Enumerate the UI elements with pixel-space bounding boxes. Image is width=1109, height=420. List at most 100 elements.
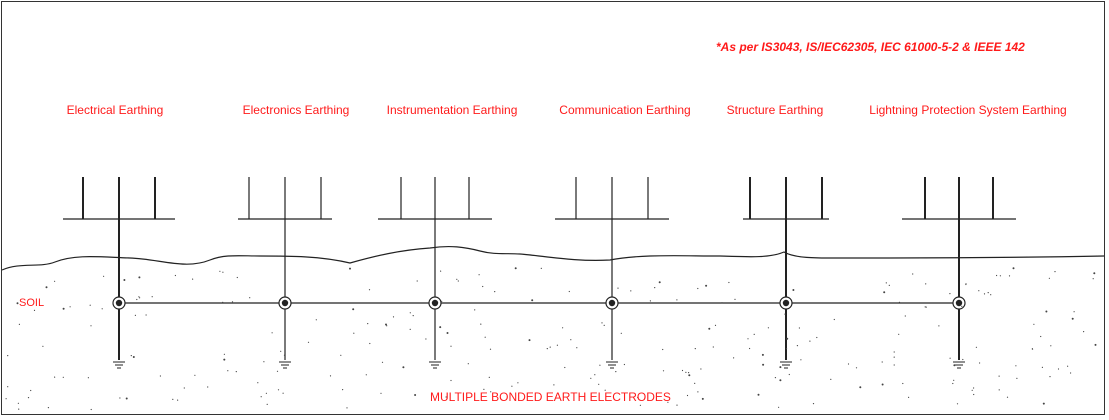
soil-speckle <box>236 276 238 279</box>
soil-speckle <box>45 286 48 289</box>
system-label-lps: Lightning Protection System Earthing <box>869 103 1067 117</box>
soil-speckle <box>881 361 883 363</box>
earthing-symbol-electrical <box>63 177 175 369</box>
soil-speckle <box>1054 271 1056 273</box>
soil-speckle <box>962 358 964 361</box>
soil-speckle <box>483 388 485 390</box>
soil-speckle <box>953 379 955 381</box>
bond-node-dot <box>115 299 123 307</box>
soil-speckle <box>307 341 310 343</box>
soil-speckle <box>540 267 542 269</box>
soil-speckle <box>54 280 56 282</box>
soil-speckle <box>733 357 735 359</box>
soil-speckle <box>33 309 36 311</box>
soil-speckle <box>1042 402 1045 405</box>
soil-speckle <box>893 356 895 358</box>
soil-speckle <box>893 364 895 366</box>
soil-speckle <box>1033 323 1035 325</box>
soil-speckle <box>223 353 225 355</box>
soil-speckle <box>792 289 795 291</box>
soil-speckle <box>953 364 956 367</box>
soil-speckle <box>549 346 551 348</box>
soil-speckle <box>1012 267 1015 270</box>
soil-speckle <box>478 274 480 276</box>
soil-speckle <box>227 370 229 372</box>
soil-speckle <box>488 376 490 378</box>
soil-speckle <box>484 336 486 338</box>
soil-speckle <box>352 308 355 311</box>
soil-speckle <box>159 375 161 377</box>
soil-speckle <box>349 267 351 270</box>
soil-speckle <box>998 375 1000 377</box>
soil-speckle <box>134 314 136 316</box>
soil-speckle <box>482 285 484 288</box>
soil-speckle <box>138 296 140 298</box>
soil-speckle <box>90 325 92 327</box>
soil-speckle <box>893 351 895 353</box>
bond-node-dot <box>608 299 616 307</box>
soil-speckle <box>973 393 975 396</box>
soil-speckle <box>367 323 369 325</box>
earthing-symbol-structure <box>743 177 829 369</box>
soil-speckle <box>1040 335 1042 338</box>
soil-speckle <box>728 281 730 284</box>
soil-speckle <box>667 401 669 403</box>
soil-speckle <box>1016 377 1018 379</box>
soil-speckle <box>779 366 782 369</box>
soil-speckle <box>778 406 780 408</box>
soil-speckle <box>784 313 786 315</box>
soil-speckle <box>798 327 801 329</box>
soil-speckle <box>402 366 405 369</box>
soil-speckle <box>979 362 981 364</box>
soil-speckle <box>54 376 56 378</box>
soil-speckle <box>883 291 886 294</box>
soil-speckle <box>898 333 900 335</box>
soil-speckle <box>369 342 371 345</box>
soil-speckle <box>639 404 642 406</box>
soil-speckle <box>779 379 782 382</box>
soil-speckle <box>553 384 555 386</box>
soil-speckle <box>556 344 559 346</box>
soil-speckle <box>1031 348 1034 350</box>
soil-speckle <box>774 377 777 379</box>
soil-speckle <box>734 298 736 300</box>
soil-speckle <box>266 403 268 405</box>
standards-note: *As per IS3043, IS/IEC62305, IEC 61000-5… <box>716 40 1025 54</box>
bond-node-dot <box>281 299 289 307</box>
soil-speckle <box>598 383 600 385</box>
soil-speckle <box>441 300 443 302</box>
soil-speckle <box>263 361 265 363</box>
soil-speckle <box>30 389 32 392</box>
soil-speckle <box>439 326 442 329</box>
soil-speckle <box>999 275 1002 277</box>
soil-speckle <box>1093 272 1096 275</box>
soil-speckle <box>414 394 417 396</box>
soil-speckle <box>1067 365 1069 367</box>
soil-speckle <box>69 306 71 308</box>
soil-speckle <box>996 274 998 277</box>
soil-speckle <box>949 357 951 359</box>
soil-label: SOIL <box>19 297 45 309</box>
soil-speckle <box>386 325 388 327</box>
soil-speckle <box>103 275 105 277</box>
soil-speckle <box>467 363 469 365</box>
soil-speckle <box>1050 345 1052 347</box>
soil-speckle <box>132 356 135 358</box>
soil-speckle <box>712 346 714 348</box>
soil-speckle <box>123 279 126 281</box>
soil-speckle <box>676 299 678 301</box>
soil-speckle <box>623 363 626 366</box>
soil-speckle <box>1006 396 1009 398</box>
soil-speckle <box>973 387 975 389</box>
soil-speckle <box>151 296 153 298</box>
soil-speckle <box>694 348 696 350</box>
soil-speckle <box>27 397 30 399</box>
soil-speckle <box>1057 368 1060 370</box>
soil-speckle <box>546 348 548 350</box>
soil-speckle <box>101 308 103 310</box>
soil-speckle <box>908 396 910 398</box>
soil-speckle <box>620 332 622 334</box>
soil-speckle <box>474 309 476 311</box>
